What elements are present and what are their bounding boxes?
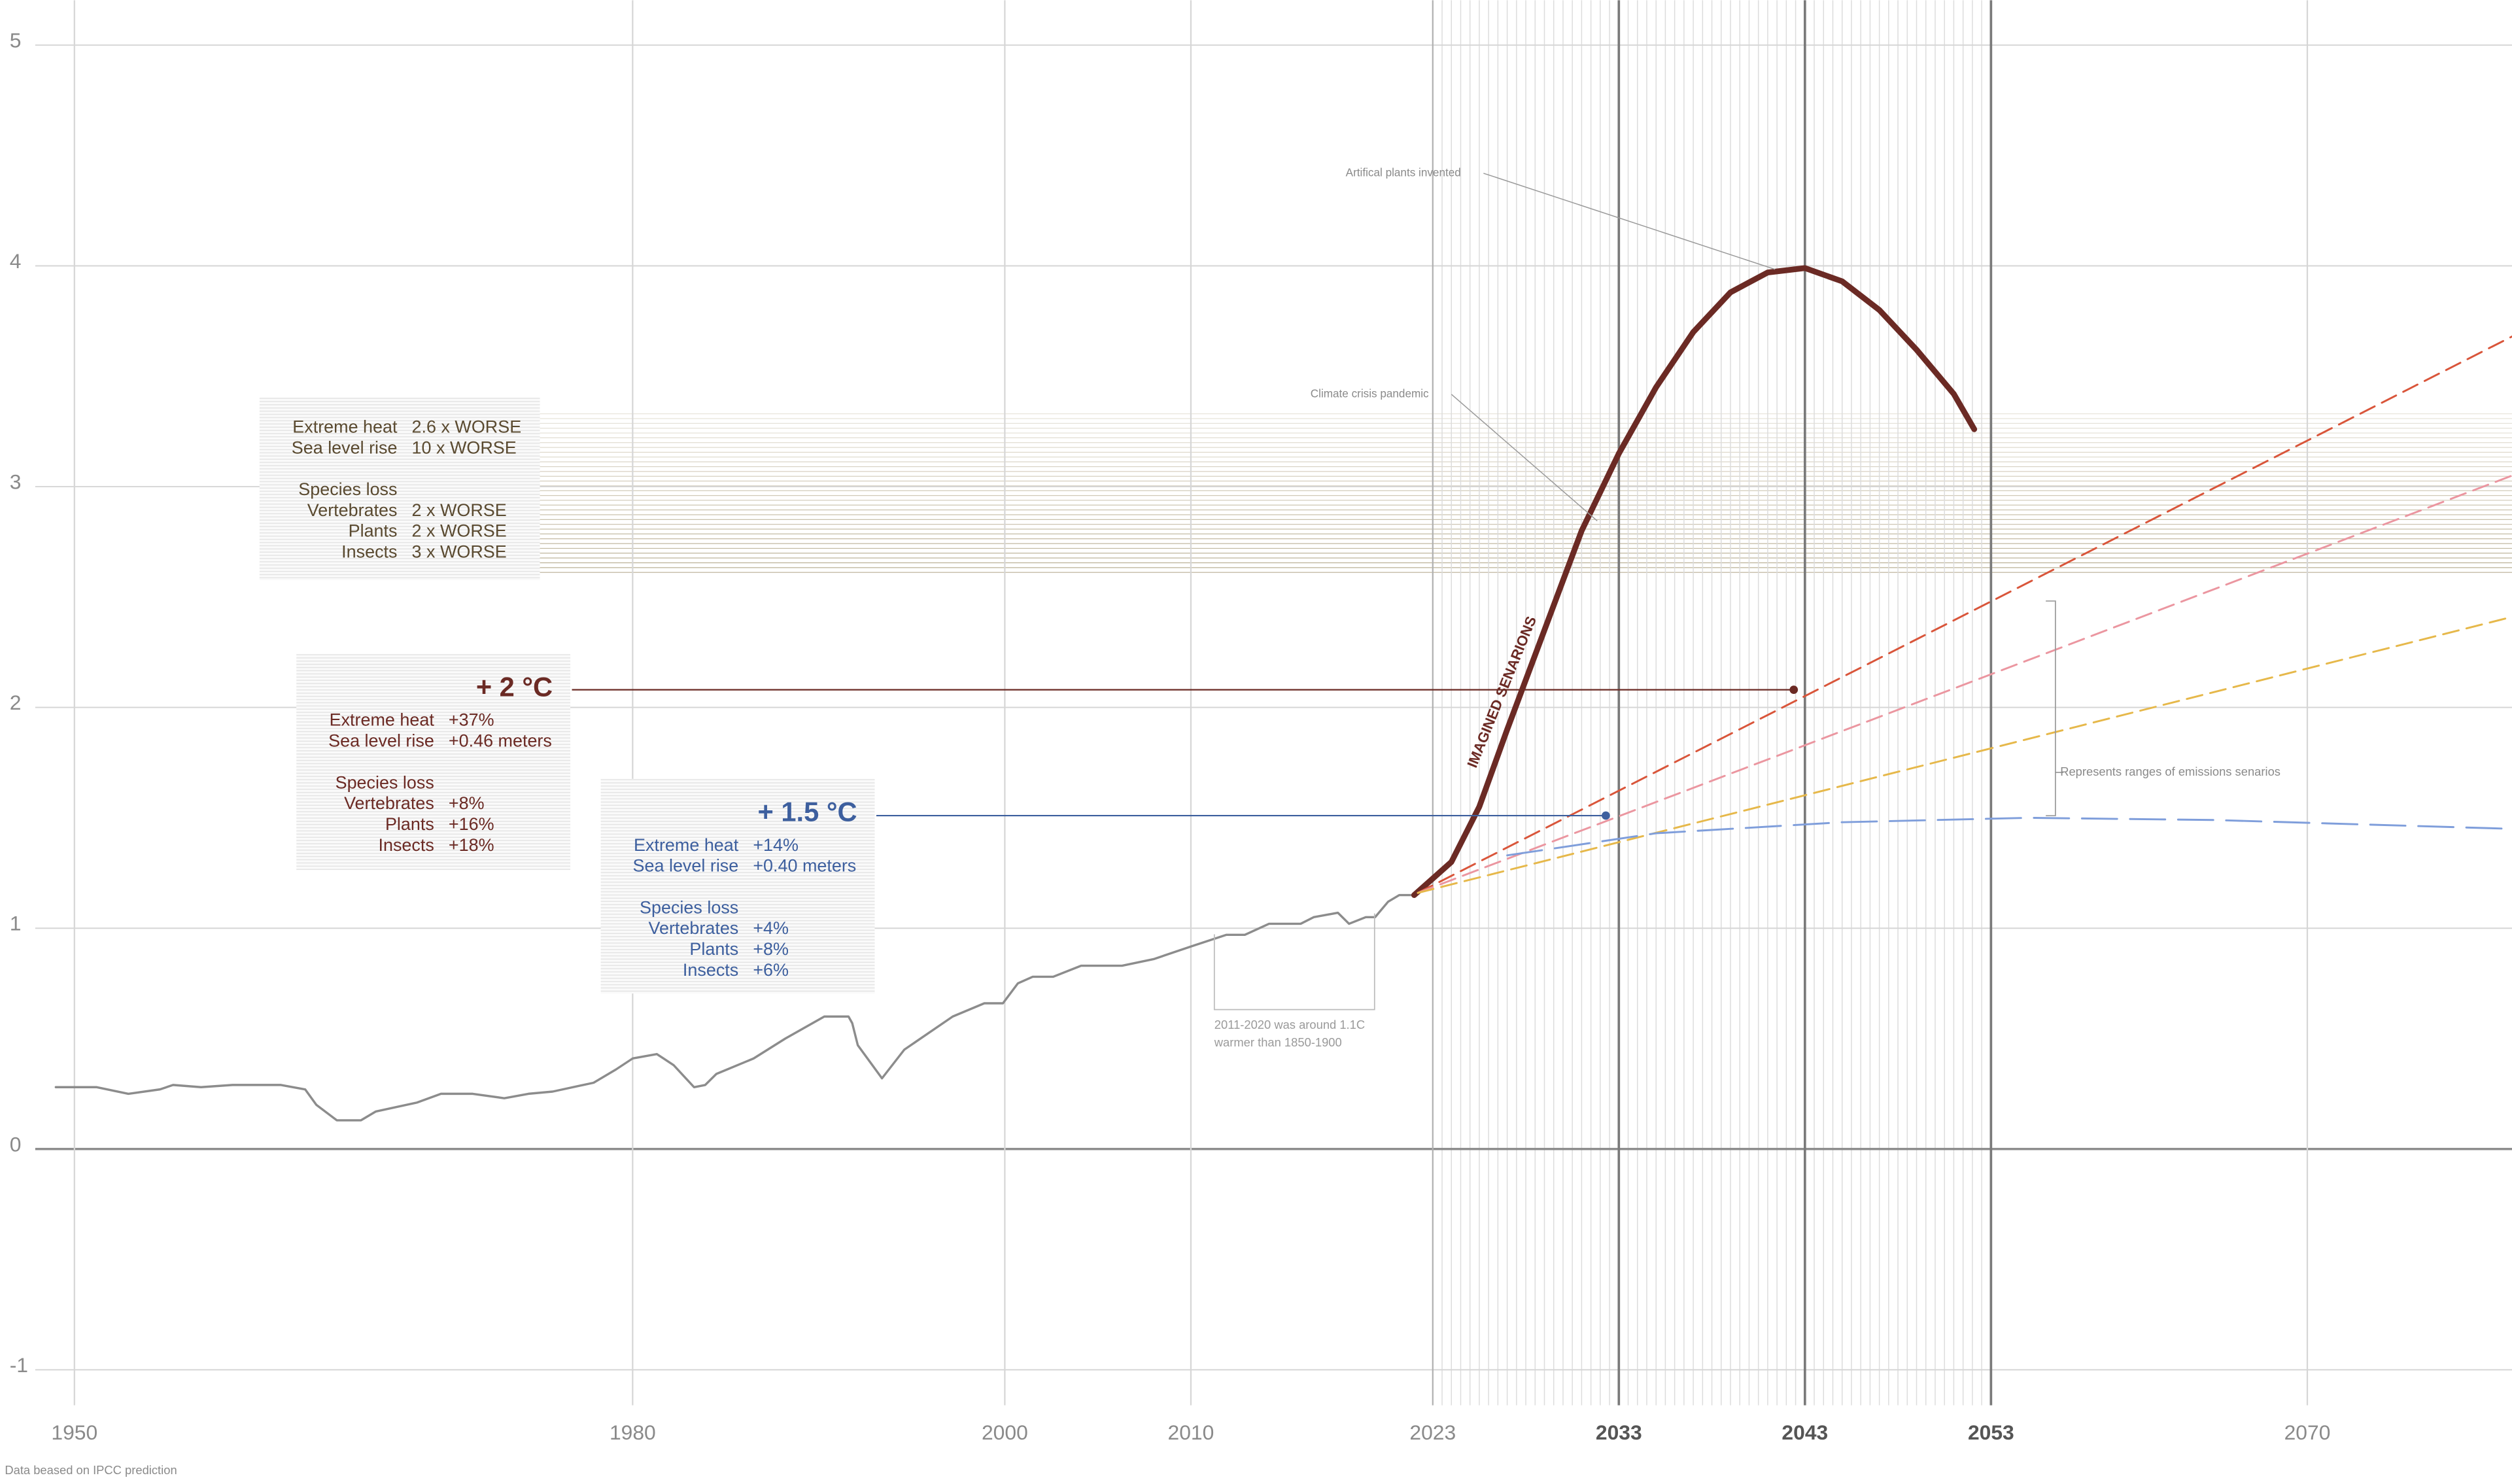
- row-label: Insects: [683, 960, 738, 980]
- x-tick-label: 2070: [2284, 1421, 2331, 1444]
- row-label: Vertebrates: [344, 793, 434, 813]
- leader-line: [1483, 173, 1776, 270]
- x-tick-label: 1980: [610, 1421, 656, 1444]
- row-value: 2 x WORSE: [412, 521, 507, 541]
- series-line: [1417, 336, 2512, 894]
- marks: [54, 265, 2512, 1122]
- series-line: [1506, 816, 2512, 857]
- info-box: [296, 653, 571, 871]
- row-value: 2 x WORSE: [412, 500, 507, 520]
- annotation: Artifical plants invented: [1346, 165, 1461, 179]
- row-label: Sea level rise: [292, 438, 398, 457]
- y-tick-label: 3: [10, 470, 22, 494]
- series-line: [1417, 615, 2512, 894]
- x-tick-label: 2043: [1781, 1421, 1828, 1444]
- box-heading: + 2 °C: [476, 672, 553, 702]
- leader-line: [1451, 394, 1598, 522]
- row-label: Sea level rise: [633, 856, 739, 876]
- target-dot: [1602, 811, 1610, 820]
- row-label: Species loss: [298, 479, 397, 499]
- info-box: [600, 778, 875, 994]
- annotation: Represents ranges of emissions senarios: [2060, 765, 2280, 778]
- row-label: Plants: [385, 814, 434, 834]
- row-value: 3 x WORSE: [412, 542, 507, 562]
- row-label: Extreme heat: [634, 835, 739, 855]
- series-line: [54, 893, 1416, 1122]
- row-label: Species loss: [336, 772, 434, 792]
- annotation: 2011-2020 was around 1.1C: [1214, 1018, 1365, 1031]
- row-value: 10 x WORSE: [412, 438, 517, 457]
- bracket: [1213, 913, 1375, 1010]
- target-dot: [1789, 685, 1798, 695]
- row-value: +8%: [449, 793, 485, 813]
- row-value: +16%: [449, 814, 494, 834]
- y-tick-label: 2: [10, 691, 22, 714]
- row-label: Extreme heat: [330, 710, 435, 730]
- y-tick-label: -1: [10, 1353, 28, 1377]
- row-label: Vertebrates: [307, 500, 398, 520]
- y-tick-label: 1: [10, 912, 22, 935]
- row-label: Plants: [689, 939, 738, 959]
- x-tick-label: 2010: [1168, 1421, 1214, 1444]
- row-label: Extreme heat: [292, 417, 398, 436]
- series-line: [1411, 265, 1978, 898]
- annotation: warmer than 1850-1900: [1214, 1035, 1342, 1049]
- x-tick-label: 2033: [1596, 1421, 1642, 1444]
- row-value: +6%: [753, 960, 789, 980]
- x-tick-label: 2000: [982, 1421, 1028, 1444]
- row-label: Insects: [341, 542, 397, 562]
- source-note: Data beased on IPCC prediction: [5, 1463, 177, 1477]
- annotation: Climate crisis pandemic: [1311, 387, 1429, 400]
- row-label: Vertebrates: [649, 918, 739, 938]
- x-tick-label: 2053: [1968, 1421, 2014, 1444]
- x-tick-label: 1950: [51, 1421, 97, 1444]
- y-tick-label: 5: [10, 28, 22, 52]
- row-label: Plants: [349, 521, 398, 541]
- info-box: [259, 397, 540, 581]
- row-value: +0.46 meters: [449, 731, 552, 751]
- y-tick-label: 4: [10, 249, 22, 273]
- row-value: +0.40 meters: [753, 856, 856, 876]
- row-value: +18%: [449, 835, 494, 855]
- row-value: +4%: [753, 918, 789, 938]
- grid: [35, 0, 2512, 1406]
- y-tick-label: 0: [10, 1132, 22, 1156]
- x-tick-label: 2023: [1409, 1421, 1456, 1444]
- row-value: +8%: [753, 939, 789, 959]
- row-label: Sea level rise: [328, 731, 434, 751]
- row-value: +37%: [449, 710, 494, 730]
- row-label: Species loss: [640, 897, 738, 917]
- bracket: [2046, 600, 2064, 817]
- series-line: [1417, 474, 2512, 894]
- row-value: 2.6 x WORSE: [412, 417, 522, 436]
- box-heading: + 1.5 °C: [758, 797, 857, 827]
- row-value: +14%: [753, 835, 799, 855]
- row-label: Insects: [379, 835, 434, 855]
